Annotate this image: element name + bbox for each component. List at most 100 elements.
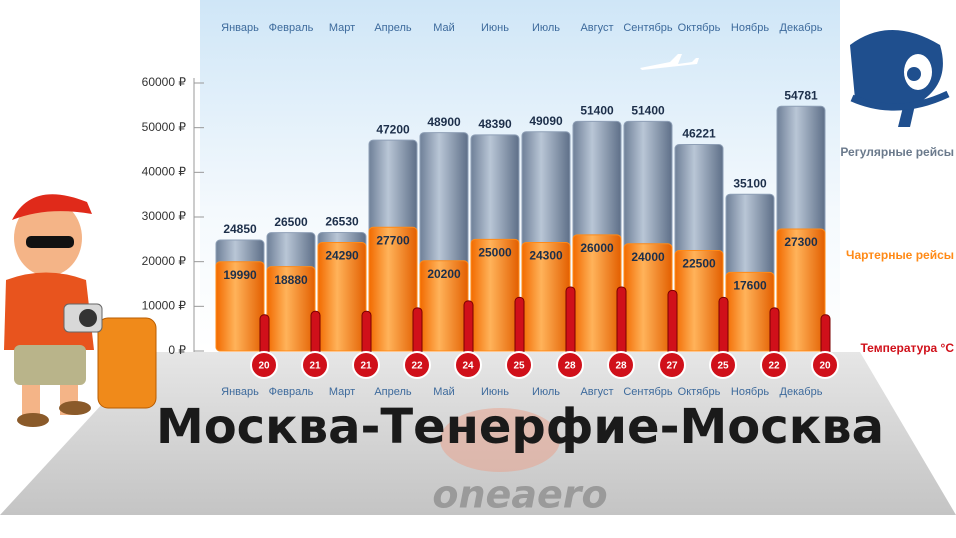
bar-value-label: 26500	[274, 215, 308, 229]
month-label-bottom: Апрель	[374, 386, 412, 398]
temperature-label: 21	[360, 361, 372, 372]
y-tick-label: 0 ₽	[168, 343, 186, 357]
month-label-top: Июнь	[481, 22, 509, 34]
temperature-label: 22	[411, 361, 423, 372]
month-label-bottom: Февраль	[269, 386, 314, 398]
airline-logo	[850, 30, 950, 127]
month-label-top: Май	[433, 22, 455, 34]
month-label-bottom: Июль	[532, 386, 560, 398]
month-label-top: Март	[329, 22, 355, 34]
thermometer-tube	[514, 296, 525, 361]
bar-value-label: 49090	[529, 114, 563, 128]
temperature-label: 25	[513, 361, 525, 372]
temperature-label: 22	[768, 361, 780, 372]
bar-value-label: 51400	[631, 104, 665, 118]
temperature-label: 27	[666, 361, 678, 372]
thermometer-bulb	[811, 351, 839, 379]
temperature-label: 28	[564, 361, 576, 372]
legend-label: Температура °C	[860, 341, 954, 355]
thermometer-bulb	[556, 351, 584, 379]
bar-value-label: 25000	[478, 246, 512, 260]
bar-value-label: 17600	[733, 279, 767, 293]
temperature-label: 24	[462, 361, 474, 372]
month-label-top: Август	[580, 22, 613, 34]
month-label-bottom: Сентябрь	[623, 386, 673, 398]
bar-value-label: 48390	[478, 117, 512, 131]
bar-value-label: 19990	[223, 268, 257, 282]
floor-emblem	[440, 408, 560, 472]
bar	[266, 266, 316, 352]
month-label-top: Апрель	[374, 22, 412, 34]
thermometer-bulb	[454, 351, 482, 379]
thermometer-bulb	[352, 351, 380, 379]
thermometer-bulb	[403, 351, 431, 379]
bar-value-label: 54781	[784, 88, 818, 102]
thermometer-tube	[565, 286, 576, 361]
bar-value-label: 24850	[223, 222, 257, 236]
bar-value-label: 27700	[376, 233, 410, 247]
month-label-bottom: Ноябрь	[731, 386, 769, 398]
bar-value-label: 20200	[427, 267, 461, 281]
temperature-label: 25	[717, 361, 729, 372]
legend-label: Чартерные рейсы	[846, 248, 954, 262]
temperature-label: 20	[258, 361, 270, 372]
bar-value-label: 26000	[580, 241, 614, 255]
bar-value-label: 24000	[631, 250, 665, 264]
month-label-top: Ноябрь	[731, 22, 769, 34]
bar-value-label: 22500	[682, 257, 716, 271]
month-label-bottom: Август	[580, 386, 613, 398]
month-label-bottom: Июнь	[481, 386, 509, 398]
month-label-bottom: Январь	[221, 386, 259, 398]
bar-value-label: 18880	[274, 273, 308, 287]
bar-value-label: 27300	[784, 235, 818, 249]
bar	[317, 242, 367, 352]
brand-logo: oneaero	[432, 473, 607, 517]
y-tick-label: 10000 ₽	[142, 299, 187, 313]
bar-value-label: 51400	[580, 104, 614, 118]
bar-value-label: 46221	[682, 127, 716, 141]
bar-value-label: 35100	[733, 176, 767, 190]
y-tick-label: 60000 ₽	[142, 75, 187, 89]
thermometer-bulb	[607, 351, 635, 379]
thermometer-tube	[667, 289, 678, 361]
month-label-bottom: Октябрь	[678, 386, 721, 398]
bar-value-label: 48900	[427, 115, 461, 129]
bar-value-label: 47200	[376, 122, 410, 136]
bar	[470, 238, 520, 352]
month-label-top: Декабрь	[780, 22, 823, 34]
chart-title: Москва-Тенерфие-Москва	[156, 399, 884, 455]
thermometer-tube	[718, 296, 729, 361]
thermometer-bulb	[709, 351, 737, 379]
thermometer-tube	[616, 286, 627, 361]
bar	[368, 226, 418, 352]
month-label-top: Февраль	[269, 22, 314, 34]
bar	[215, 261, 265, 352]
month-label-bottom: Декабрь	[780, 386, 823, 398]
y-tick-label: 20000 ₽	[142, 254, 187, 268]
month-label-top: Январь	[221, 22, 259, 34]
month-label-top: Октябрь	[678, 22, 721, 34]
thermometer-bulb	[760, 351, 788, 379]
thermometer-bulb	[505, 351, 533, 379]
y-tick-label: 30000 ₽	[142, 209, 187, 223]
y-tick-label: 40000 ₽	[142, 165, 187, 179]
bar-value-label: 24300	[529, 249, 563, 263]
thermometer-bulb	[250, 351, 278, 379]
temperature-label: 21	[309, 361, 321, 372]
legend-label: Регулярные рейсы	[840, 145, 954, 159]
bar-value-label: 24290	[325, 249, 359, 263]
month-label-bottom: Май	[433, 386, 455, 398]
month-label-top: Июль	[532, 22, 560, 34]
airplane	[640, 54, 699, 70]
thermometer-bulb	[658, 351, 686, 379]
thermometer-bulb	[301, 351, 329, 379]
y-tick-label: 50000 ₽	[142, 120, 187, 134]
bar-value-label: 26530	[325, 215, 359, 229]
month-label-bottom: Март	[329, 386, 355, 398]
temperature-label: 20	[819, 361, 831, 372]
temperature-label: 28	[615, 361, 627, 372]
month-label-top: Сентябрь	[623, 22, 673, 34]
bar	[776, 228, 826, 352]
tourist-illustration	[4, 194, 157, 427]
